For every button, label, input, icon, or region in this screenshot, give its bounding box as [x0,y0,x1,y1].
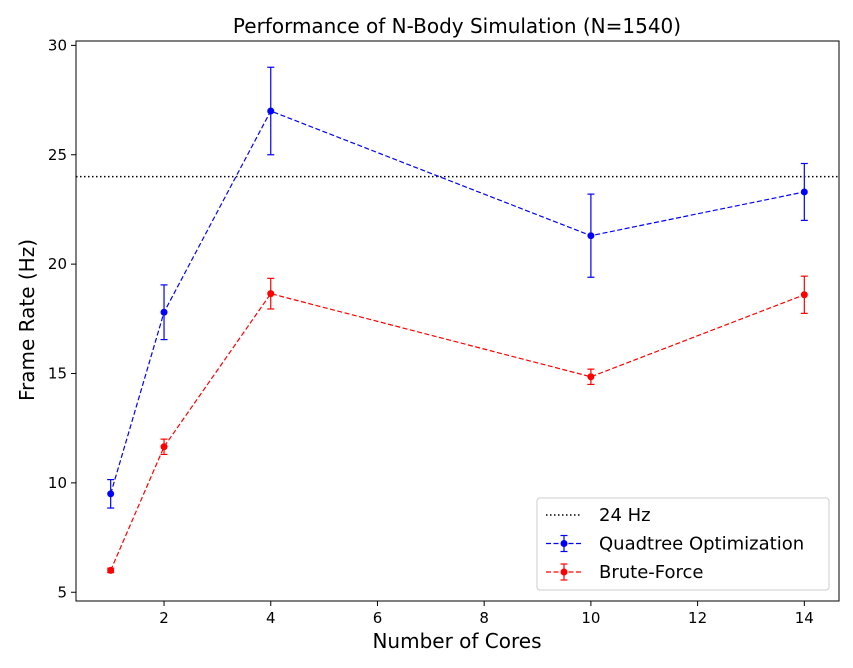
y-tick-label: 25 [48,146,67,164]
y-tick-label: 15 [48,365,67,383]
series-line-0 [110,110,805,494]
y-tick-label: 20 [48,255,67,273]
x-tick-label: 14 [795,609,814,627]
data-point [107,566,115,574]
legend-box [536,497,830,591]
series-line-1 [110,292,805,571]
x-tick-label: 6 [373,609,383,627]
data-point [160,443,168,451]
x-axis-label: Number of Cores [372,629,541,653]
data-point [267,107,275,115]
x-tick-label: 4 [266,609,276,627]
y-tick-label: 30 [48,36,67,54]
x-tick-label: 8 [479,609,489,627]
legend-label: Brute-Force [599,562,703,583]
legend-marker [560,568,568,576]
legend: 24 Hz Quadtree Optimization Brute-Force [536,497,830,591]
data-point [800,188,808,196]
data-point [107,490,115,498]
x-tick-label: 2 [159,609,169,627]
y-axis-label: Frame Rate (Hz) [15,239,39,401]
legend-marker [560,540,568,547]
x-tick-label: 10 [581,609,600,627]
data-point [160,308,168,316]
legend-label: 24 Hz [599,505,651,526]
legend-label: Quadtree Optimization [599,534,804,555]
data-point [267,290,275,298]
plot-area: 2 4 6 8 10 12 14 5 10 15 20 25 30 [48,36,840,627]
y-tick-label: 10 [48,474,67,492]
data-point [587,232,595,240]
x-tick-label: 12 [688,609,707,627]
plot-frame [75,40,840,602]
data-point [800,291,808,299]
y-tick-label: 5 [57,583,67,601]
data-point [587,373,595,381]
chart-title: Performance of N-Body Simulation (N=1540… [233,14,681,38]
